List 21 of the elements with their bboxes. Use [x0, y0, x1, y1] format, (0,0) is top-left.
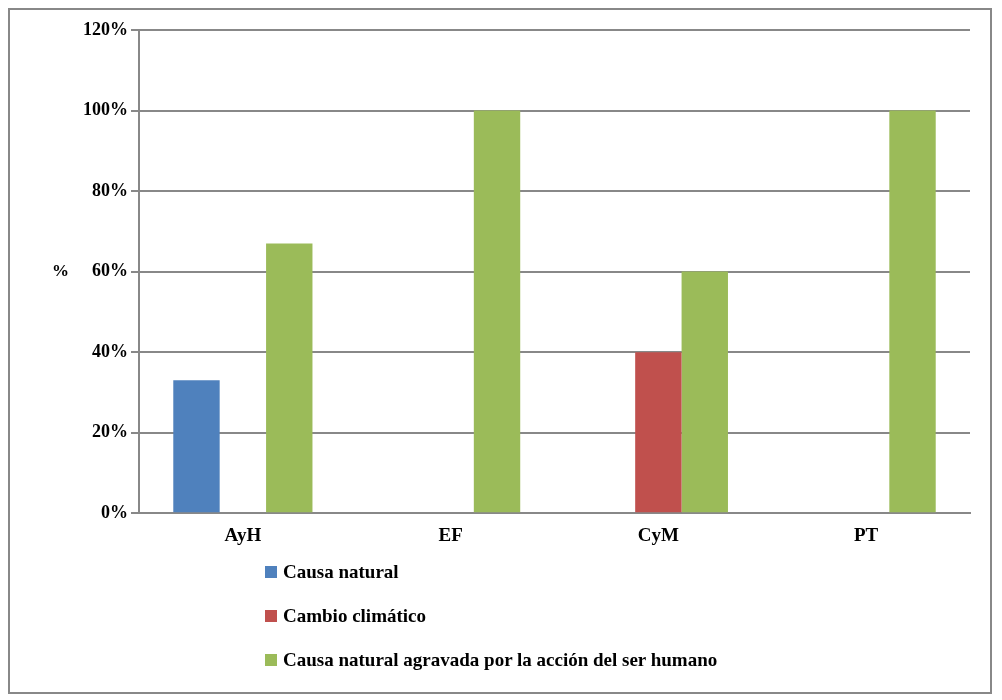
bar: [473, 110, 521, 513]
y-tick-label: 60%: [92, 260, 128, 281]
legend-label: Cambio climático: [283, 605, 427, 627]
bar: [889, 110, 936, 513]
x-tick-label: PT: [853, 523, 879, 545]
y-axis-title: %: [52, 260, 69, 280]
bar: [266, 243, 313, 513]
x-tick-label: EF: [438, 523, 463, 545]
y-tick-label: 120%: [83, 18, 128, 39]
y-tick-label: 0%: [101, 501, 128, 522]
bar: [635, 352, 682, 513]
y-tick-label: 40%: [92, 340, 128, 361]
bar: [173, 380, 220, 513]
legend-label: Causa natural agravada por la acción del ser humano: [283, 649, 718, 671]
x-tick-label: AyH: [224, 523, 262, 545]
legend-label: Causa natural: [283, 561, 399, 583]
y-tick-label: 100%: [83, 99, 128, 120]
x-tick-label: CyM: [637, 523, 680, 545]
bar: [681, 271, 728, 513]
y-tick-label: 20%: [92, 421, 128, 442]
y-tick-label: 80%: [92, 179, 128, 200]
